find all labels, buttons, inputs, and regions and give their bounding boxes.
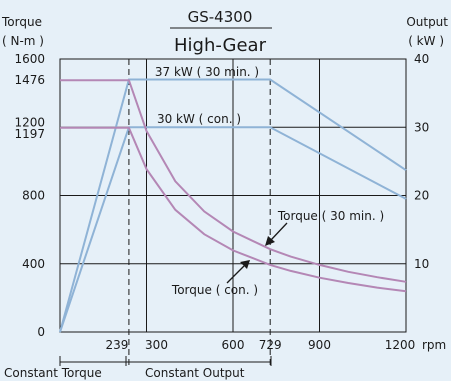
left-tick-label: 0 [37, 325, 45, 339]
left-tick-label: 400 [22, 257, 45, 271]
right-tick-label: 30 [414, 120, 429, 134]
region-bracket-constant-output [126, 356, 272, 366]
x-tick-label: 239 [105, 338, 128, 352]
series-lines [59, 78, 407, 333]
annotation-torque-con: Torque ( con. ) [171, 283, 258, 297]
left-tick-label: 1200 [14, 115, 45, 129]
annotation-30kw: 30 kW ( con. ) [157, 112, 241, 126]
x-tick-label: 729 [259, 338, 282, 352]
right-tick-label: 40 [414, 52, 429, 66]
x-tick-label: 600 [222, 338, 245, 352]
arrow-torque-con [226, 260, 250, 284]
right-axis-label: Output [406, 15, 448, 29]
x-axis-unit: rpm [422, 338, 446, 352]
left-axis-unit: ( N-m ) [2, 34, 44, 48]
annotation-37kw: 37 kW ( 30 min. ) [155, 65, 259, 79]
series-line [60, 126, 407, 293]
left-tick-label: 1600 [14, 52, 45, 66]
arrow-torque-30min [265, 222, 288, 246]
chart-title: GS-4300 [188, 8, 253, 26]
series-line [60, 79, 407, 283]
right-tick-label: 20 [414, 189, 429, 203]
left-tick-label: 1197 [14, 127, 45, 141]
left-tick-label: 800 [22, 189, 45, 203]
x-tick-label: 900 [308, 338, 331, 352]
x-tick-label: 300 [145, 338, 168, 352]
x-tick-label: 1200 [385, 338, 416, 352]
chart-subtitle: High-Gear [174, 35, 267, 56]
annotation-torque-30min: Torque ( 30 min. ) [277, 209, 384, 223]
right-axis-unit: ( kW ) [408, 34, 444, 48]
right-tick-label: 10 [414, 257, 429, 271]
left-tick-label: 1476 [14, 73, 45, 87]
region-label-constant-output: Constant Output [145, 366, 245, 380]
series-line [59, 78, 407, 333]
series-line [59, 126, 407, 333]
left-axis-label: Torque [1, 15, 42, 29]
region-bracket-constant-torque [59, 356, 127, 366]
region-label-constant-torque: Constant Torque [4, 366, 102, 380]
